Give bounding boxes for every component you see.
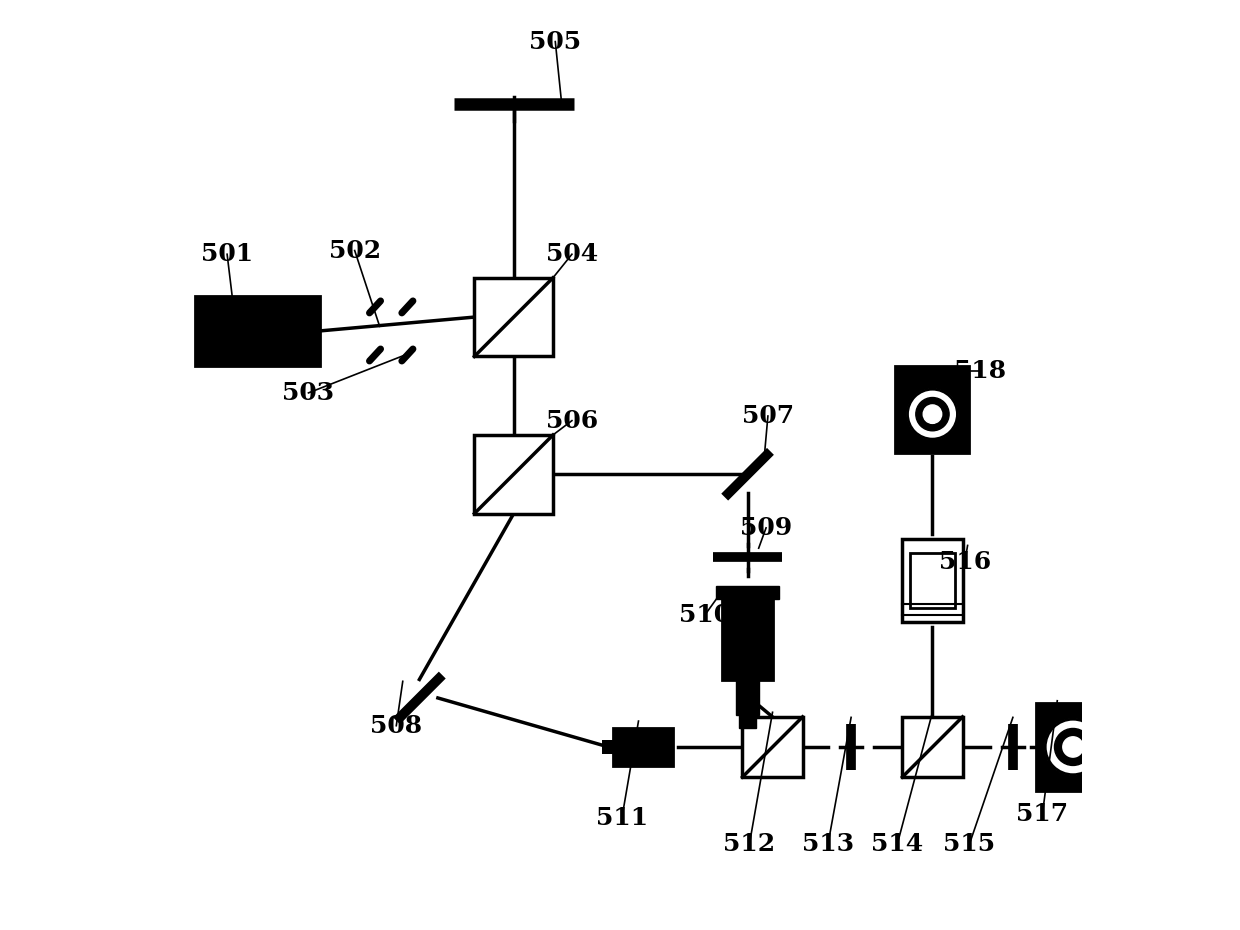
Bar (895, 365, 970, 454)
Text: 511: 511 (595, 806, 649, 830)
Bar (601, 739, 613, 754)
Bar (722, 592, 773, 680)
Bar (613, 727, 673, 766)
Text: 505: 505 (529, 30, 582, 54)
Text: 513: 513 (802, 832, 854, 856)
Text: 514: 514 (872, 832, 924, 856)
Bar (1035, 703, 1101, 790)
Text: 517: 517 (1017, 802, 1069, 826)
Bar (910, 552, 955, 608)
Circle shape (908, 389, 957, 439)
Text: 507: 507 (742, 404, 794, 428)
Text: 512: 512 (723, 832, 775, 856)
Bar (717, 586, 779, 599)
Bar (737, 680, 759, 715)
Text: 501: 501 (201, 242, 253, 266)
Bar (903, 539, 962, 622)
Text: 508: 508 (371, 713, 423, 737)
Bar (195, 297, 320, 365)
Circle shape (924, 405, 941, 423)
Circle shape (1054, 728, 1091, 765)
Text: 516: 516 (939, 550, 991, 574)
Circle shape (1063, 737, 1084, 757)
Text: 502: 502 (329, 238, 381, 262)
Bar (475, 435, 553, 513)
Bar (743, 717, 802, 777)
Bar (903, 717, 962, 777)
Text: 515: 515 (944, 832, 996, 856)
Text: 503: 503 (283, 381, 335, 405)
Text: 506: 506 (546, 408, 598, 432)
Text: 504: 504 (546, 242, 598, 266)
Circle shape (916, 397, 949, 431)
Bar (475, 278, 553, 356)
Circle shape (1045, 719, 1101, 775)
Bar (739, 715, 756, 728)
Text: 518: 518 (955, 359, 1007, 383)
Text: 509: 509 (740, 516, 792, 539)
Text: 510: 510 (680, 603, 732, 627)
